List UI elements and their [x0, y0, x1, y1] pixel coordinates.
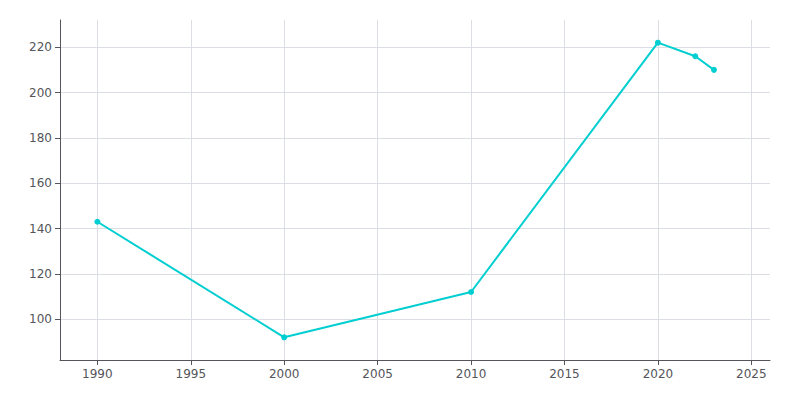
svg-text:2025: 2025	[736, 367, 767, 381]
svg-text:2010: 2010	[456, 367, 487, 381]
svg-text:1995: 1995	[176, 367, 207, 381]
svg-text:200: 200	[29, 86, 52, 100]
svg-text:2005: 2005	[362, 367, 393, 381]
svg-text:160: 160	[29, 176, 52, 190]
svg-text:2000: 2000	[269, 367, 300, 381]
svg-text:100: 100	[29, 312, 52, 326]
svg-text:2020: 2020	[643, 367, 674, 381]
svg-text:2015: 2015	[549, 367, 580, 381]
svg-text:180: 180	[29, 131, 52, 145]
svg-text:120: 120	[29, 267, 52, 281]
svg-text:220: 220	[29, 40, 52, 54]
svg-text:1990: 1990	[82, 367, 113, 381]
svg-text:140: 140	[29, 222, 52, 236]
